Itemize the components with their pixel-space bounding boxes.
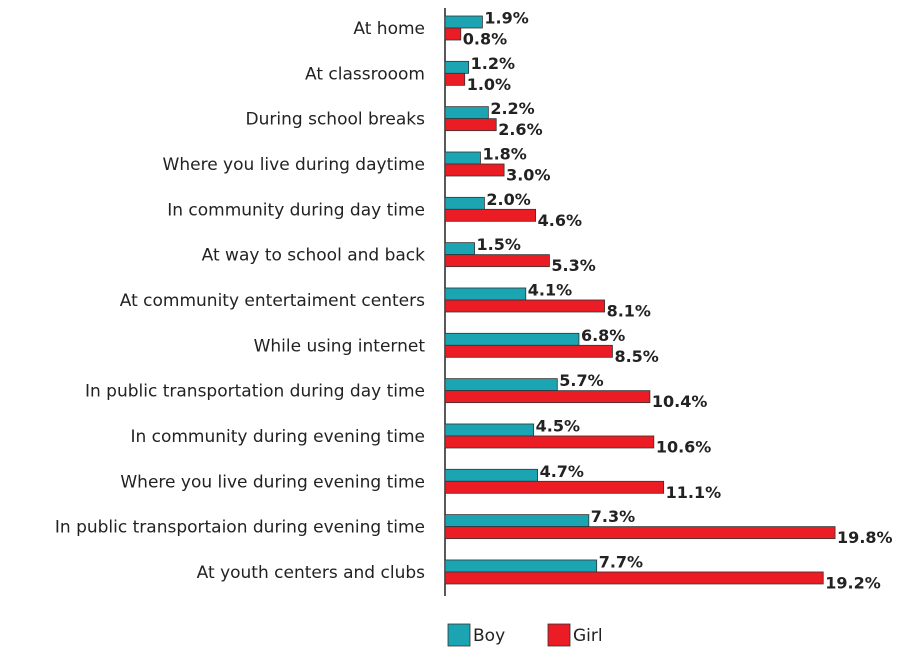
value-label: 19.8% (837, 528, 893, 547)
value-label: 1.2% (471, 54, 515, 73)
bar (444, 242, 475, 256)
value-label: 10.6% (656, 437, 712, 456)
bar (444, 72, 466, 86)
value-label: 8.1% (607, 301, 651, 320)
value-label: 1.0% (467, 75, 511, 94)
bar (444, 468, 538, 482)
bar (444, 208, 537, 222)
value-label: 2.6% (498, 120, 542, 139)
bar (444, 390, 651, 404)
value-label: 4.5% (536, 416, 580, 435)
value-label: 5.7% (559, 371, 603, 390)
category-label: At community entertaiment centers (120, 291, 425, 311)
value-label: 7.3% (591, 507, 635, 526)
legend-label: Boy (473, 626, 505, 646)
bar (444, 163, 505, 177)
bar (444, 344, 613, 358)
bar (444, 254, 550, 268)
bar (444, 514, 590, 528)
bar (444, 60, 470, 74)
bar (444, 559, 598, 573)
bar (444, 332, 580, 346)
category-label: During school breaks (246, 110, 426, 130)
category-label: In public transportaion during evening t… (55, 518, 425, 538)
legend-swatch (547, 623, 571, 647)
bar (444, 151, 481, 165)
value-label: 3.0% (506, 165, 550, 184)
value-label: 7.7% (599, 552, 643, 571)
bar (444, 526, 836, 540)
value-label: 1.5% (477, 235, 521, 254)
bar (444, 299, 605, 313)
value-label: 0.8% (463, 30, 507, 49)
category-label: At youth centers and clubs (197, 563, 425, 583)
bar (444, 27, 462, 41)
legend-label: Girl (573, 626, 603, 646)
value-label: 5.3% (551, 256, 595, 275)
category-label: At classrooom (305, 64, 425, 84)
bar (444, 480, 665, 494)
category-label: At home (353, 19, 425, 39)
value-label: 6.8% (581, 326, 625, 345)
bar (444, 15, 483, 29)
value-label: 19.2% (825, 573, 881, 592)
value-label: 10.4% (652, 392, 708, 411)
category-label: Where you live during daytime (163, 155, 425, 175)
value-label: 11.1% (666, 483, 722, 502)
bar (444, 196, 485, 210)
value-label: 4.6% (538, 211, 582, 230)
bar (444, 106, 489, 120)
bar (444, 571, 824, 585)
bar (444, 118, 497, 132)
value-label: 2.2% (490, 99, 534, 118)
bar (444, 287, 527, 301)
bar (444, 378, 558, 392)
value-label: 4.7% (540, 462, 584, 481)
category-label: In community during evening time (130, 427, 425, 447)
bar (444, 423, 535, 437)
bar (444, 435, 655, 449)
category-label: Where you live during evening time (120, 472, 425, 492)
category-label: In public transportation during day time (85, 382, 425, 402)
value-label: 1.8% (482, 144, 526, 163)
category-label: In community during day time (167, 200, 425, 220)
value-label: 2.0% (486, 190, 530, 209)
value-label: 1.9% (484, 9, 528, 28)
category-label: While using internet (254, 336, 426, 356)
legend-swatch (447, 623, 471, 647)
category-label: At way to school and back (202, 246, 426, 266)
value-label: 4.1% (528, 280, 572, 299)
value-label: 8.5% (614, 347, 658, 366)
